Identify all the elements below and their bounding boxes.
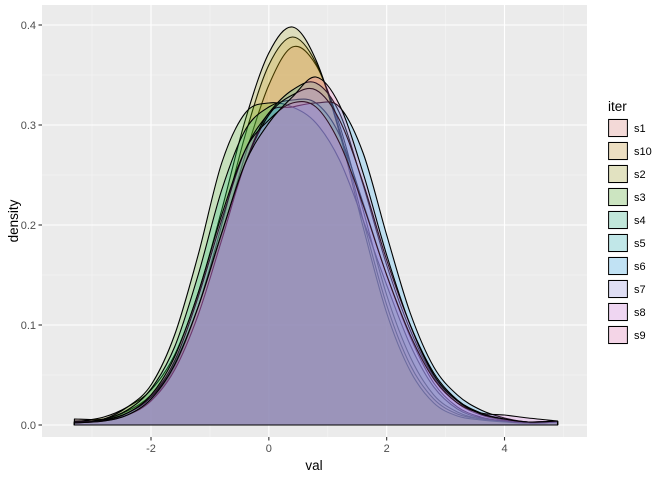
legend-key-s8 [608,303,628,321]
y-tick-label: 0.2 [21,220,36,232]
legend-key-s6 [608,257,628,275]
legend-key-background [608,256,628,276]
legend-key-s10 [608,142,628,160]
y-tick-label: 0.4 [21,20,36,32]
y-tick-label: 0.3 [21,120,36,132]
legend-label-s9: s9 [634,330,646,342]
legend-key-background [608,210,628,230]
x-axis: -2 0 2 4 [146,437,508,455]
density-area-s9 [73,76,559,426]
legend-label-s3: s3 [634,192,646,204]
legend-label-s10: s10 [634,146,652,158]
legend-label-s4: s4 [634,215,646,227]
legend-key-s1 [608,119,628,137]
legend-key-s4 [608,211,628,229]
legend-key-background [608,233,628,253]
density-areas [73,26,559,426]
legend-key-background [608,164,628,184]
x-tick-label: 2 [384,443,390,455]
x-tick-label: 0 [266,443,272,455]
x-tick-label: 4 [501,443,507,455]
y-axis-title: density [6,199,21,242]
legend-key-background [608,187,628,207]
legend-key-background [608,325,628,345]
density-area-s3 [73,102,559,426]
density-area-s5 [73,81,559,426]
legend-key-s3 [608,188,628,206]
y-axis: 0.0 0.1 0.2 0.3 0.4 [21,20,42,432]
legend-key-s7 [608,280,628,298]
legend: iter s1 s10 s2 s3 s4 s5 s6 s7 s8 s9 [608,99,652,345]
legend-key-background [608,118,628,138]
legend-key-s5 [608,234,628,252]
legend-label-s7: s7 [634,284,646,296]
legend-title: iter [608,99,627,114]
legend-label-s8: s8 [634,307,646,319]
legend-key-s2 [608,165,628,183]
density-area-s6 [73,101,559,426]
legend-label-s5: s5 [634,238,646,250]
x-tick-label: -2 [146,443,156,455]
x-axis-title: val [305,458,322,473]
legend-label-s1: s1 [634,123,646,135]
legend-label-s2: s2 [634,169,646,181]
density-area-s8 [73,101,559,426]
legend-label-s6: s6 [634,261,646,273]
y-tick-label: 0.1 [21,320,36,332]
legend-key-background [608,279,628,299]
density-area-s10 [73,36,559,426]
density-area-s2 [73,26,559,426]
legend-key-s9 [608,326,628,344]
legend-key-background [608,141,628,161]
minor-gridlines [42,5,587,437]
legend-key-background [608,302,628,322]
y-tick-label: 0.0 [21,420,36,432]
